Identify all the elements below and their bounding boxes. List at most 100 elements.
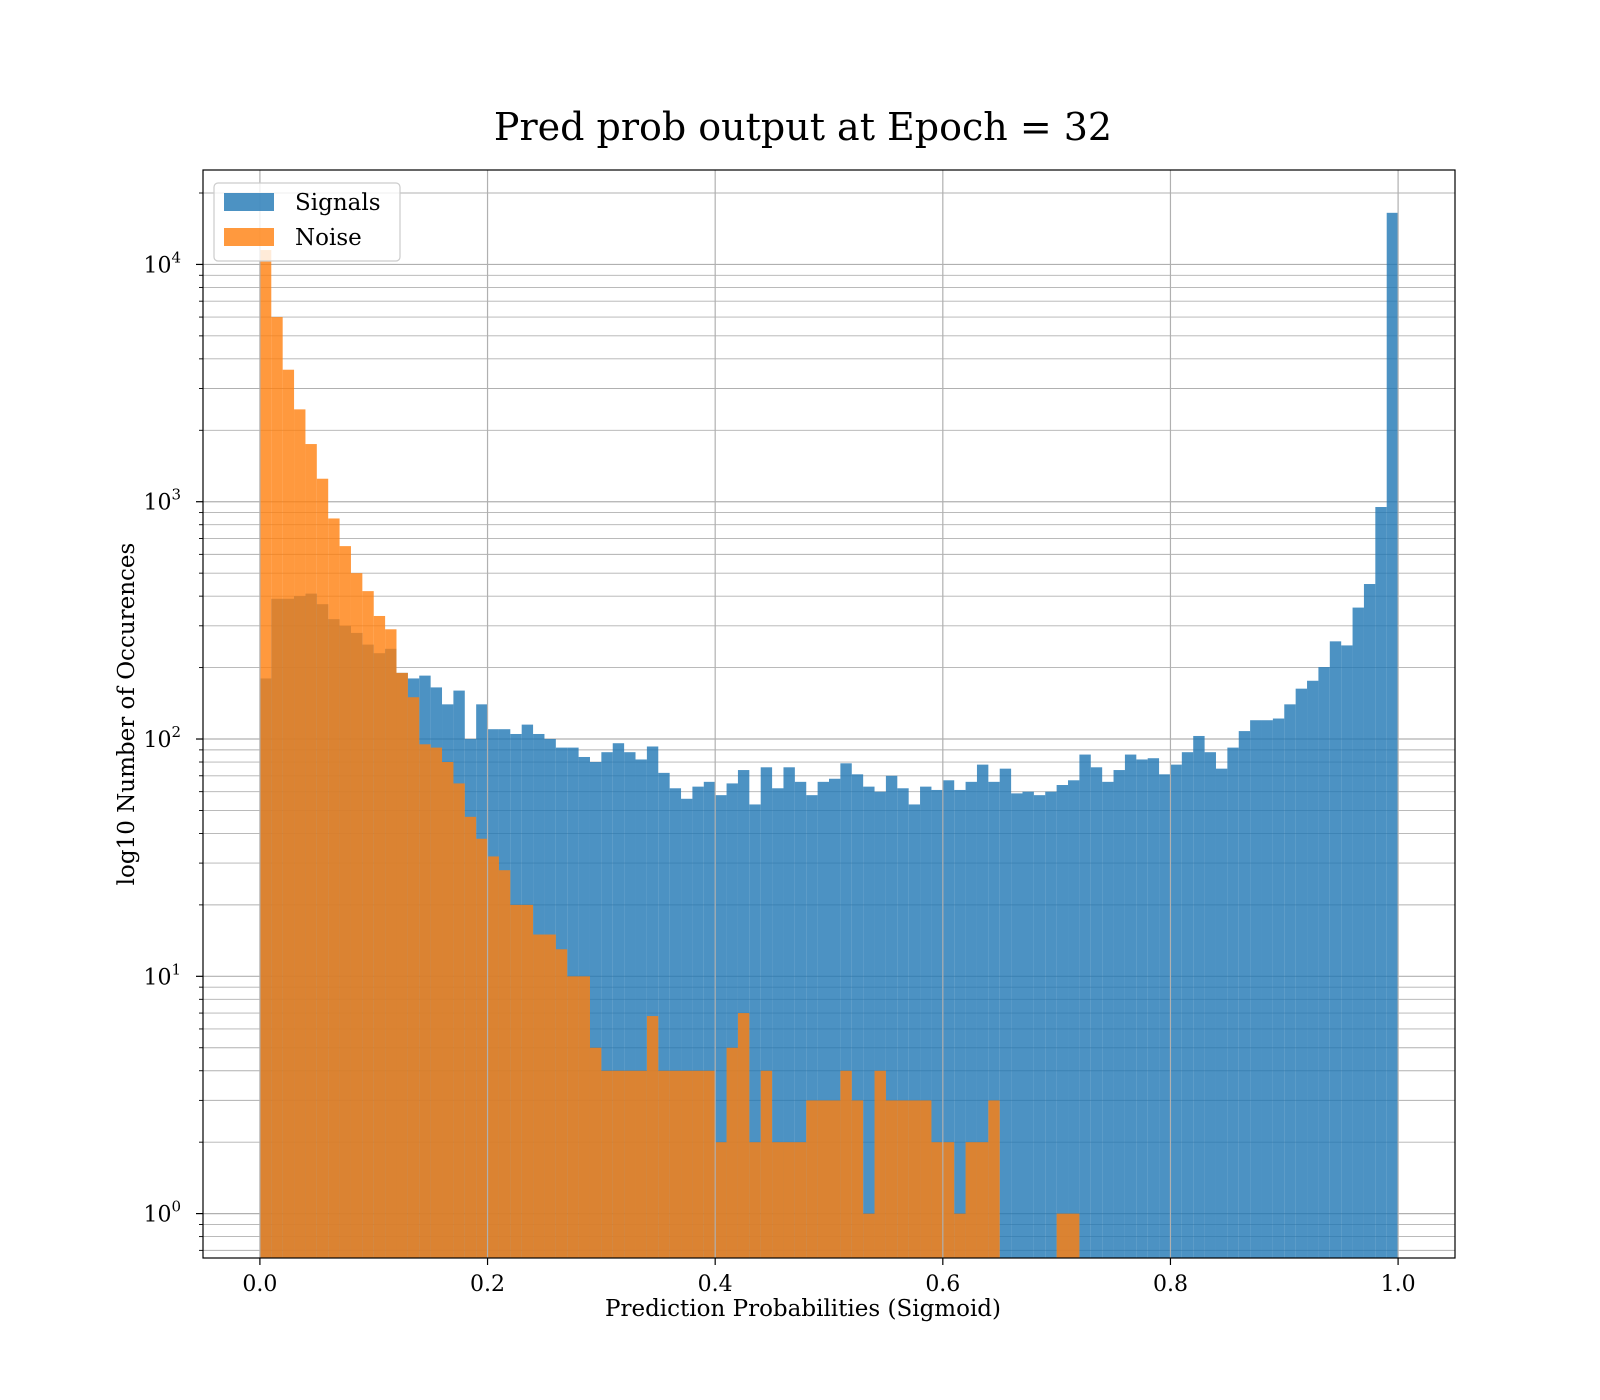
bar-signals <box>624 752 636 1258</box>
bar-noise <box>840 1070 852 1258</box>
bar-noise <box>829 1100 841 1258</box>
bar-signals <box>692 786 704 1258</box>
x-tick-label: 0.4 <box>698 1272 733 1297</box>
bar-signals <box>601 752 613 1258</box>
bar-signals <box>851 774 864 1258</box>
bar-noise <box>692 1070 704 1258</box>
bar-noise <box>362 591 374 1258</box>
bar-noise <box>373 615 386 1258</box>
bar-signals <box>612 743 625 1258</box>
bar-signals <box>658 772 670 1258</box>
bar-signals <box>1136 759 1148 1258</box>
bar-signals <box>749 804 761 1258</box>
x-tick-label: 0.0 <box>242 1272 277 1297</box>
bar-signals <box>863 786 875 1258</box>
plot-axes: 0.0 0.2 0.4 0.6 0.8 1.0 100 101 102 103 104 <box>143 169 1456 1297</box>
bar-noise <box>681 1070 693 1258</box>
bar-signals <box>772 788 784 1258</box>
bar-noise <box>567 976 579 1258</box>
bar-noise <box>259 250 272 1259</box>
bar-noise <box>646 1016 659 1258</box>
bar-noise <box>897 1100 909 1258</box>
bar-signals <box>1318 667 1330 1258</box>
bar-signals <box>1341 645 1353 1258</box>
bar-noise <box>339 546 351 1258</box>
bar-noise <box>498 870 511 1258</box>
bar-noise <box>1068 1213 1080 1258</box>
chart-title: Pred prob output at Epoch = 32 <box>494 105 1112 149</box>
bar-signals <box>703 781 716 1258</box>
bar-signals <box>1079 754 1091 1258</box>
bar-signals <box>885 775 898 1258</box>
bar-noise <box>601 1070 613 1258</box>
x-tick-label: 1.0 <box>1381 1272 1416 1297</box>
bar-signals <box>1159 774 1171 1258</box>
bar-noise <box>350 573 363 1258</box>
bar-noise <box>806 1100 818 1258</box>
bar-noise <box>942 1142 955 1258</box>
bar-noise <box>578 976 590 1258</box>
bar-noise <box>407 697 420 1258</box>
bar-noise <box>726 1047 738 1258</box>
bar-signals <box>965 781 977 1258</box>
bar-signals <box>1022 791 1034 1258</box>
bar-noise <box>385 629 397 1258</box>
bar-signals <box>1238 731 1251 1258</box>
bar-signals <box>976 764 989 1258</box>
bar-signals <box>1272 718 1285 1258</box>
bar-signals <box>681 798 693 1258</box>
legend-swatch-signals <box>224 193 274 211</box>
x-tick-label: 0.8 <box>1153 1272 1188 1297</box>
plot-frame <box>202 169 1456 1259</box>
bar-signals <box>817 781 829 1258</box>
bar-noise <box>703 1070 716 1258</box>
x-axis-label: Prediction Probabilities (Sigmoid) <box>605 1296 1001 1322</box>
bar-signals <box>829 778 841 1258</box>
bar-noise <box>988 1100 1000 1258</box>
bar-noise <box>430 747 443 1258</box>
bar-signals <box>1250 720 1262 1258</box>
bar-noise <box>442 762 454 1258</box>
bar-signals <box>1307 680 1319 1258</box>
bar-noise <box>328 518 340 1258</box>
bar-signals <box>806 795 818 1258</box>
bar-noise <box>396 672 408 1258</box>
bar-noise <box>635 1070 647 1258</box>
legend-label-noise: Noise <box>295 225 362 251</box>
bar-signals <box>908 804 921 1258</box>
bar-noise <box>931 1142 943 1258</box>
bar-signals <box>726 783 738 1258</box>
bar-signals <box>794 781 807 1258</box>
bar-noise <box>316 478 329 1258</box>
bar-signals <box>999 768 1012 1258</box>
bar-noise <box>783 1142 795 1258</box>
bar-noise <box>817 1100 829 1258</box>
bar-signals <box>1181 752 1194 1258</box>
bar-signals <box>1215 768 1228 1258</box>
legend-swatch-noise <box>224 228 274 246</box>
y-tick-label: 102 <box>143 723 181 753</box>
bar-noise <box>885 1100 898 1258</box>
bar-signals <box>1363 584 1376 1258</box>
bar-signals <box>1375 507 1387 1258</box>
bar-noise <box>954 1213 966 1258</box>
bar-noise <box>908 1100 921 1258</box>
bar-noise <box>271 317 283 1258</box>
bar-signals <box>931 789 943 1258</box>
bar-noise <box>544 934 556 1258</box>
bar-noise <box>760 1070 773 1258</box>
bar-signals <box>669 788 682 1258</box>
bar-signals <box>1124 754 1137 1258</box>
bar-signals <box>1056 785 1069 1258</box>
bar-noise <box>851 1100 864 1258</box>
bar-noise <box>920 1100 932 1258</box>
bar-signals <box>1204 752 1216 1258</box>
y-tick-label: 101 <box>143 960 181 990</box>
bar-noise <box>589 1047 602 1258</box>
histogram-bars <box>259 212 1399 1259</box>
bar-signals <box>715 795 727 1258</box>
bar-signals <box>1295 688 1308 1258</box>
bar-signals <box>1102 781 1114 1258</box>
bar-signals <box>942 780 955 1258</box>
bar-noise <box>555 949 568 1258</box>
